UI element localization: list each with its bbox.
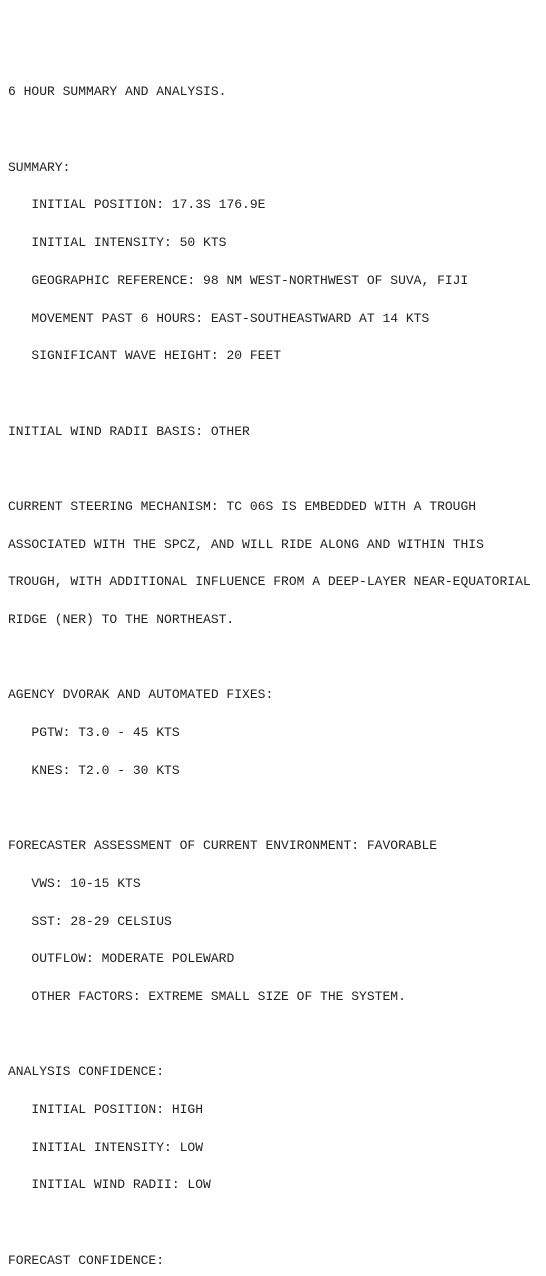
blank [8, 1026, 538, 1045]
summary-movement: MOVEMENT PAST 6 HOURS: EAST-SOUTHEASTWAR… [8, 310, 538, 329]
summary-title: SUMMARY: [8, 159, 538, 178]
header: 6 HOUR SUMMARY AND ANALYSIS. [8, 83, 538, 102]
analysis-int-text: INITIAL INTENSITY: LOW [31, 1140, 203, 1155]
analysis-pos: INITIAL POSITION: HIGH [8, 1101, 538, 1120]
summary-initial-position: INITIAL POSITION: 17.3S 176.9E [8, 196, 538, 215]
dvorak-pgtw: PGTW: T3.0 - 45 KTS [8, 724, 538, 743]
steering-line2: ASSOCIATED WITH THE SPCZ, AND WILL RIDE … [8, 536, 538, 555]
summary-geo-ref: GEOGRAPHIC REFERENCE: 98 NM WEST-NORTHWE… [8, 272, 538, 291]
env-sst: SST: 28-29 CELSIUS [8, 913, 538, 932]
blank [8, 799, 538, 818]
env-outflow-text: OUTFLOW: MODERATE POLEWARD [31, 951, 234, 966]
blank [8, 649, 538, 668]
env-vws-text: VWS: 10-15 KTS [31, 876, 140, 891]
env-outflow: OUTFLOW: MODERATE POLEWARD [8, 950, 538, 969]
env-vws: VWS: 10-15 KTS [8, 875, 538, 894]
summary-wave-height-text: SIGNIFICANT WAVE HEIGHT: 20 FEET [31, 348, 281, 363]
summary-wave-height: SIGNIFICANT WAVE HEIGHT: 20 FEET [8, 347, 538, 366]
analysis-pos-text: INITIAL POSITION: HIGH [31, 1102, 203, 1117]
forecast-title: FORECAST CONFIDENCE: [8, 1252, 538, 1271]
analysis-title: ANALYSIS CONFIDENCE: [8, 1063, 538, 1082]
blank [8, 385, 538, 404]
summary-geo-ref-text: GEOGRAPHIC REFERENCE: 98 NM WEST-NORTHWE… [31, 273, 468, 288]
analysis-radii: INITIAL WIND RADII: LOW [8, 1176, 538, 1195]
summary-movement-text: MOVEMENT PAST 6 HOURS: EAST-SOUTHEASTWAR… [31, 311, 429, 326]
analysis-radii-text: INITIAL WIND RADII: LOW [31, 1177, 210, 1192]
dvorak-knes-text: KNES: T2.0 - 30 KTS [31, 763, 179, 778]
analysis-int: INITIAL INTENSITY: LOW [8, 1139, 538, 1158]
dvorak-title: AGENCY DVORAK AND AUTOMATED FIXES: [8, 686, 538, 705]
env-other: OTHER FACTORS: EXTREME SMALL SIZE OF THE… [8, 988, 538, 1007]
dvorak-knes: KNES: T2.0 - 30 KTS [8, 762, 538, 781]
steering-line1: CURRENT STEERING MECHANISM: TC 06S IS EM… [8, 498, 538, 517]
steering-line4: RIDGE (NER) TO THE NORTHEAST. [8, 611, 538, 630]
env-other-text: OTHER FACTORS: EXTREME SMALL SIZE OF THE… [31, 989, 405, 1004]
summary-initial-intensity: INITIAL INTENSITY: 50 KTS [8, 234, 538, 253]
blank [8, 1214, 538, 1233]
blank [8, 121, 538, 140]
wind-radii-basis: INITIAL WIND RADII BASIS: OTHER [8, 423, 538, 442]
steering-line3: TROUGH, WITH ADDITIONAL INFLUENCE FROM A… [8, 573, 538, 592]
summary-initial-position-text: INITIAL POSITION: 17.3S 176.9E [31, 197, 265, 212]
env-sst-text: SST: 28-29 CELSIUS [31, 914, 171, 929]
dvorak-pgtw-text: PGTW: T3.0 - 45 KTS [31, 725, 179, 740]
summary-initial-intensity-text: INITIAL INTENSITY: 50 KTS [31, 235, 226, 250]
env-title: FORECASTER ASSESSMENT OF CURRENT ENVIRON… [8, 837, 538, 856]
blank [8, 460, 538, 479]
